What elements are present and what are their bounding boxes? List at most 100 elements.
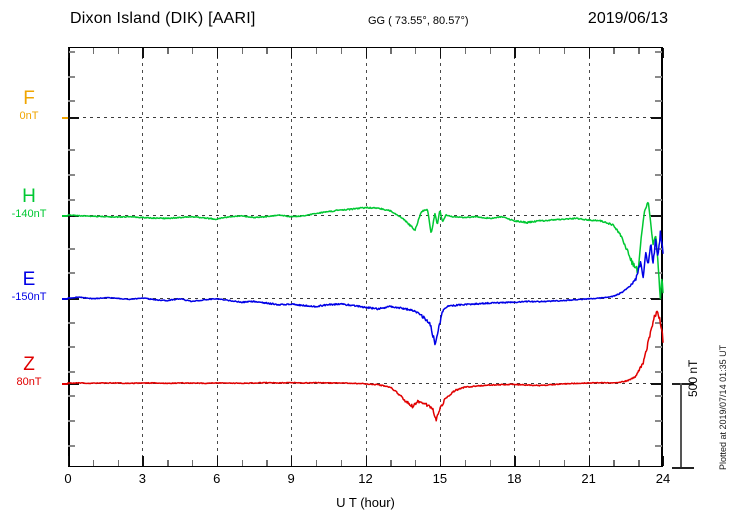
x-tick-top-17: [489, 48, 491, 54]
x-tick-2: [117, 460, 119, 466]
x-tick-top-9: [291, 48, 293, 58]
x-tick-top-2: [117, 48, 119, 54]
x-axis: [68, 465, 663, 467]
baseline-E: [69, 298, 661, 299]
observation-date: 2019/06/13: [587, 10, 668, 27]
y-tick: [655, 76, 662, 78]
y-tick: [655, 174, 662, 176]
baseline-F: [69, 117, 661, 118]
y-tick: [67, 322, 75, 324]
y-tick: [655, 420, 662, 422]
x-tick-top-24: [663, 48, 665, 58]
y-tick: [67, 199, 75, 201]
y-tick: [67, 298, 79, 300]
x-tick-4: [167, 460, 169, 466]
x-tick-label-12: 12: [358, 471, 373, 486]
x-tick-top-4: [167, 48, 169, 54]
geographic-coordinates: GG ( 73.55°, 80.57°): [368, 15, 469, 27]
x-tick-top-10: [315, 48, 318, 54]
component-symbol-E: E: [22, 269, 36, 290]
scale-bar: 500 nT: [672, 360, 700, 469]
baseline-stub-H: [62, 215, 68, 217]
x-tick-7: [241, 460, 243, 466]
y-tick: [655, 322, 662, 324]
y-tick: [655, 395, 662, 397]
plotted-timestamp: Plotted at 2019/07/14 01:35 UT: [718, 344, 728, 470]
x-tick-14: [415, 460, 417, 466]
x-tick-15: [439, 456, 442, 466]
x-tick-top-11: [340, 48, 343, 54]
x-tick-23: [638, 460, 640, 466]
component-label-E: E -150nT: [0, 270, 60, 304]
x-tick-top-6: [216, 48, 219, 58]
y-tick: [67, 346, 75, 348]
scale-bar-label: 500 nT: [686, 359, 700, 397]
component-label-F: F 0nT: [0, 89, 60, 123]
x-tick-label-9: 9: [287, 471, 295, 486]
component-label-Z: Z 80nT: [0, 355, 60, 389]
x-tick-3: [142, 456, 144, 466]
x-tick-top-14: [415, 48, 417, 54]
x-tick-21: [588, 456, 590, 466]
magnetogram-plot-area: 0 3 6 9 12 15 18 21 24 F 0nT H -140nT E -150nT Z 80nT U…: [12, 47, 670, 510]
gridline-hour-21: [588, 49, 590, 465]
baseline-stub-Z: [62, 383, 68, 385]
x-tick-10: [315, 460, 318, 466]
x-tick-top-12: [365, 48, 367, 58]
y-tick: [651, 117, 662, 119]
baseline-stub-F: [62, 117, 68, 119]
trace-E: [67, 230, 664, 346]
x-tick-top-22: [613, 48, 615, 54]
x-tick-label-6: 6: [213, 471, 221, 486]
x-tick-label-15: 15: [432, 471, 448, 486]
gridline-hour-6: [216, 49, 218, 465]
scale-bar-top-cap: [672, 383, 694, 385]
y-tick: [67, 51, 75, 53]
component-baseline-value-E: -150nT: [11, 291, 47, 303]
x-tick-top-0: [68, 48, 70, 58]
y-tick: [655, 199, 662, 201]
trace-curves: [67, 201, 664, 422]
x-tick-top-20: [563, 48, 566, 54]
scale-bar-stem: [680, 383, 682, 469]
y-tick: [67, 174, 75, 176]
y-tick: [67, 117, 79, 119]
gridline-hour-9: [291, 49, 293, 465]
y-tick: [67, 445, 75, 447]
plot-frame-top: [68, 47, 663, 49]
x-axis-title: U T (hour): [336, 495, 395, 510]
y-tick: [67, 149, 75, 151]
gridline-hour-12: [365, 49, 367, 465]
y-tick: [651, 298, 662, 300]
component-baseline-value-F: 0nT: [19, 110, 39, 122]
x-tick-top-23: [638, 48, 640, 54]
component-symbol-F: F: [23, 88, 35, 109]
x-tick-top-1: [92, 48, 95, 54]
x-tick-top-16: [464, 48, 467, 54]
gridline-hour-3: [142, 49, 144, 465]
y-tick: [67, 76, 75, 78]
x-tick-13: [390, 460, 392, 466]
y-tick: [67, 395, 75, 397]
x-tick-top-13: [390, 48, 392, 54]
x-tick-8: [266, 460, 268, 466]
x-tick-0: [68, 456, 70, 466]
x-tick-top-5: [192, 48, 194, 54]
x-tick-top-21: [588, 48, 590, 58]
trace-Z: [67, 310, 664, 422]
y-tick: [67, 371, 75, 373]
x-tick-label-24: 24: [655, 471, 671, 486]
x-tick-20: [563, 460, 566, 466]
x-tick-5: [192, 460, 194, 466]
x-tick-11: [340, 460, 343, 466]
gridline-hour-15: [439, 49, 441, 465]
x-tick-top-8: [266, 48, 268, 54]
x-tick-22: [613, 460, 615, 466]
y-axis-left: [68, 47, 70, 467]
x-tick-top-7: [241, 48, 243, 54]
component-label-H: H -140nT: [0, 187, 60, 221]
x-tick-label-3: 3: [138, 471, 146, 486]
x-tick-24: [663, 456, 665, 466]
x-tick-top-18: [514, 48, 516, 58]
